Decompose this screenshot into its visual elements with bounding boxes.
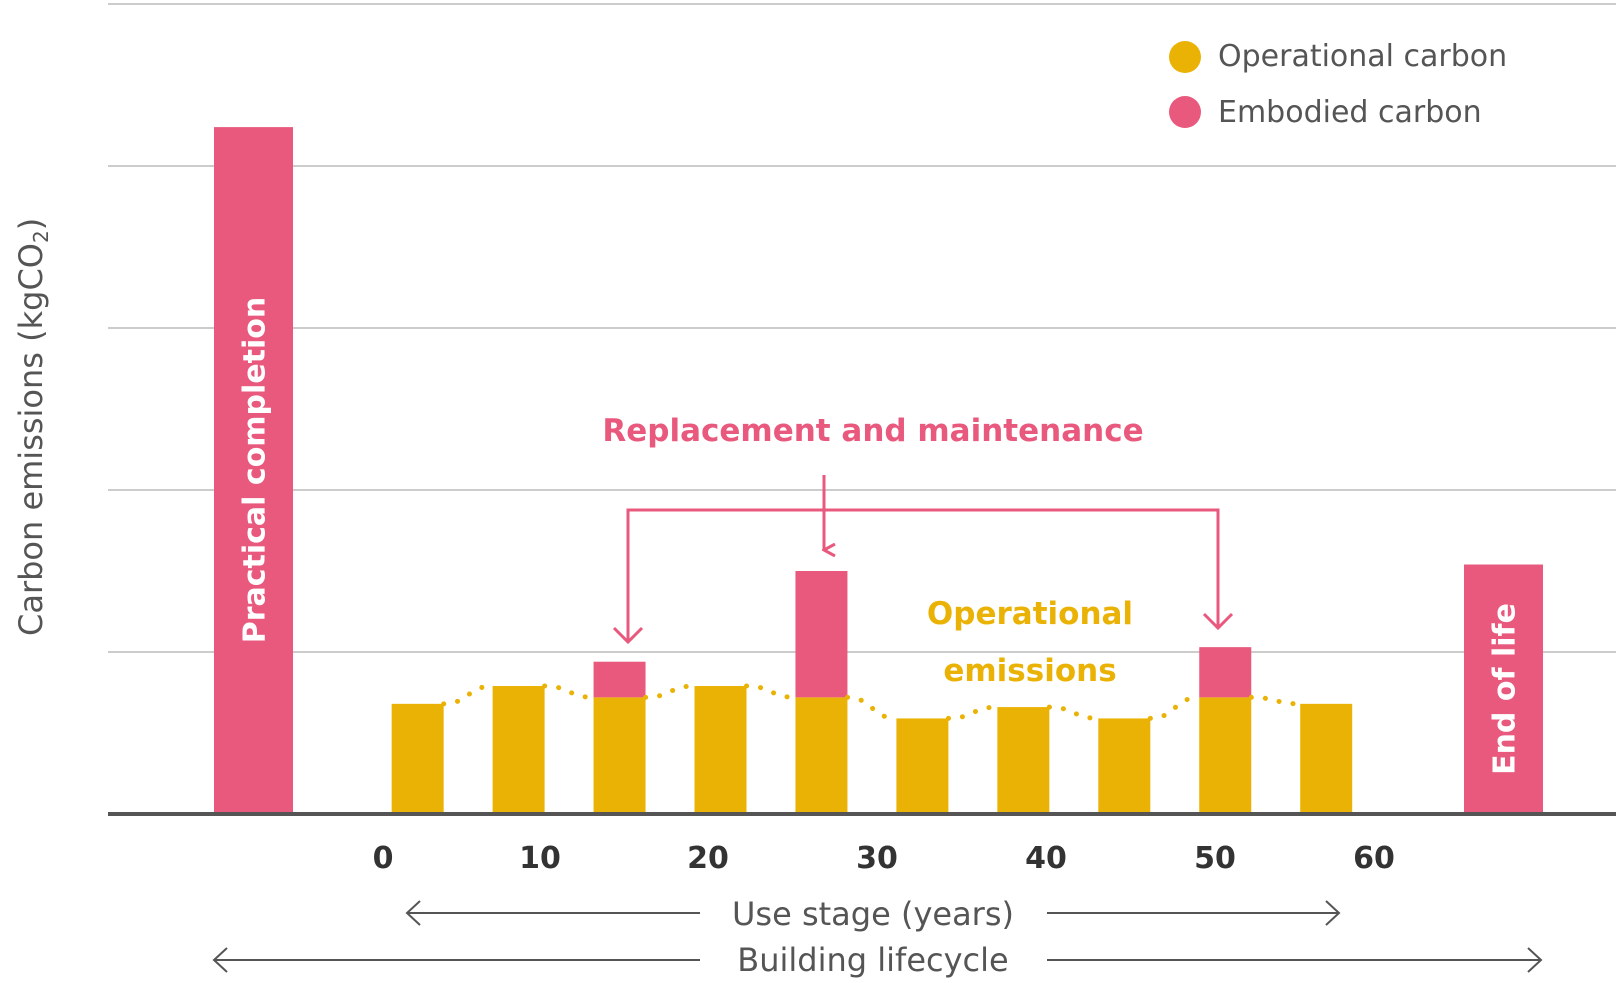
embodied-bar [795,571,848,698]
operational-bar [694,686,747,814]
embodied-bar [1199,647,1252,698]
operational-bar [1199,697,1252,814]
legend-swatch-operational [1169,41,1201,73]
operational-bar [391,703,444,814]
operational-bar [896,718,949,814]
operational-bar [795,697,848,814]
trend-dot-segment [844,694,899,721]
replacement-arrowhead-left [612,626,644,645]
stage-bar [214,127,293,815]
x-tick-label: 30 [856,841,898,876]
trend-dot-segment [1046,704,1101,721]
x-tick-label: 40 [1025,841,1067,876]
replacement-bracket [626,508,1220,642]
lifecycle-arrowhead-left [212,947,228,973]
operational-bar [1300,703,1353,814]
use-stage-arrowhead-right [1325,900,1341,926]
operational-bar [997,707,1050,814]
stage-bar [1464,564,1543,814]
use-stage-arrowhead-left [405,900,421,926]
x-tick-label: 20 [687,841,729,876]
y-axis-label: Carbon emissions (kgCO2) [12,218,53,636]
trend-dot-segment [1248,694,1303,707]
x-tick-label: 60 [1353,841,1395,876]
x-tick-label: 50 [1194,841,1236,876]
embodied-bar [593,661,646,698]
trend-dot-segment [542,683,597,700]
legend-swatch-embodied [1169,96,1201,128]
stage-bar-label: Practical completion [238,297,273,644]
stage-bar-label: End of life [1488,603,1523,775]
trend-dot-segment [945,704,1000,721]
operational-bar [492,686,545,814]
x-tick-label: 10 [519,841,561,876]
lifecycle-arrowhead-right [1527,947,1543,973]
x-tick-labels: 0 10 20 30 40 50 60 [373,841,1395,876]
use-stage-label: Use stage (years) [732,895,1014,933]
operational-bar [593,697,646,814]
operational-bar [1098,718,1151,814]
lifecycle-label: Building lifecycle [737,941,1008,979]
replacement-annotation: Replacement and maintenance [602,413,1143,449]
bars: Practical completion End of life [214,127,1543,815]
legend-label-embodied: Embodied carbon [1218,95,1482,130]
trend-dot-segment [643,683,697,700]
trend-dot-segment [744,683,798,700]
replacement-arrowhead-right [1202,612,1234,631]
trend-dot-segment [441,683,496,707]
x-tick-label: 0 [373,841,394,876]
operational-annotation-line2: emissions [943,653,1116,689]
operational-trend-dots [441,683,1303,721]
trend-dot-segment [1147,694,1202,721]
legend-label-operational: Operational carbon [1218,39,1507,74]
gridlines [108,3,1616,653]
operational-annotation-line1: Operational [927,596,1133,632]
